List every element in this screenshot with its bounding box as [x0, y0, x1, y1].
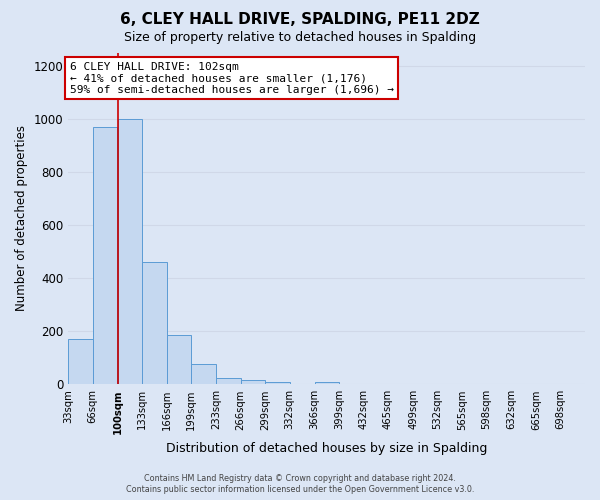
Bar	[167, 335, 191, 384]
Bar	[92, 127, 117, 384]
Bar	[118, 119, 142, 384]
Bar	[142, 262, 167, 384]
Text: Contains HM Land Registry data © Crown copyright and database right 2024.
Contai: Contains HM Land Registry data © Crown c…	[126, 474, 474, 494]
X-axis label: Distribution of detached houses by size in Spalding: Distribution of detached houses by size …	[166, 442, 487, 455]
Bar	[68, 339, 92, 384]
Bar	[241, 380, 265, 384]
Bar	[265, 382, 290, 384]
Bar	[315, 382, 339, 384]
Text: 6 CLEY HALL DRIVE: 102sqm
← 41% of detached houses are smaller (1,176)
59% of se: 6 CLEY HALL DRIVE: 102sqm ← 41% of detac…	[70, 62, 394, 95]
Y-axis label: Number of detached properties: Number of detached properties	[15, 126, 28, 312]
Bar	[216, 378, 241, 384]
Bar	[191, 364, 215, 384]
Text: 6, CLEY HALL DRIVE, SPALDING, PE11 2DZ: 6, CLEY HALL DRIVE, SPALDING, PE11 2DZ	[120, 12, 480, 28]
Text: Size of property relative to detached houses in Spalding: Size of property relative to detached ho…	[124, 31, 476, 44]
